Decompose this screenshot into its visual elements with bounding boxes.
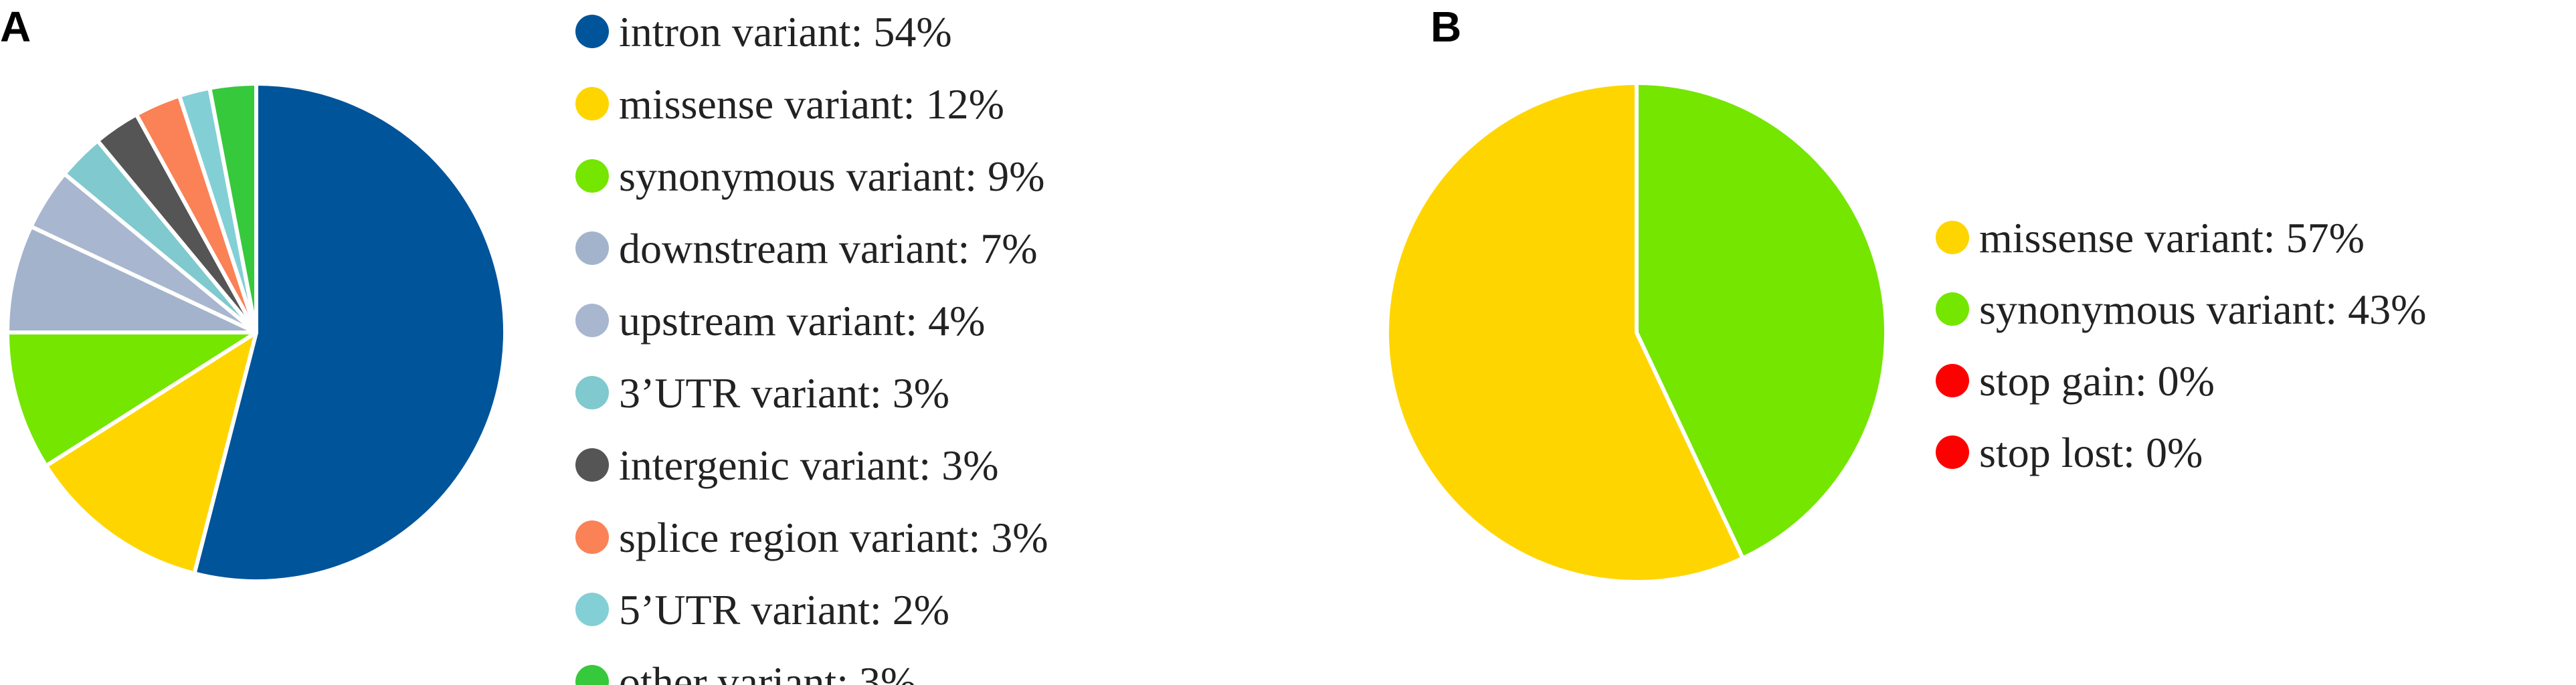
pie-a-slice-2	[5, 330, 258, 468]
panel-letter-a: A	[0, 3, 31, 51]
legend-b-label-0: missense variant: 57%	[1979, 214, 2365, 262]
pie-chart-a	[5, 82, 507, 583]
legend-a-marker-3	[575, 231, 609, 265]
legend-a-label-0: intron variant: 54%	[619, 8, 952, 56]
legend-a-marker-2	[575, 159, 609, 193]
legend-a-label-2: synonymous variant: 9%	[619, 153, 1044, 200]
pie-chart-b	[1385, 81, 1888, 584]
legend-a-marker-5	[575, 376, 609, 409]
panel-letter-b: B	[1431, 3, 1462, 51]
legend-a-marker-4	[575, 304, 609, 337]
legend-b: missense variant: 57% synonymous variant:…	[1936, 214, 2426, 476]
legend-a: intron variant: 54% missense variant: 12%…	[575, 8, 1048, 685]
legend-a-marker-6	[575, 448, 609, 482]
legend-b-marker-1	[1936, 292, 1969, 326]
legend-b-marker-0	[1936, 221, 1969, 254]
legend-a-label-6: intergenic variant: 3%	[619, 442, 999, 489]
legend-b-label-3: stop lost: 0%	[1979, 429, 2203, 476]
legend-a-marker-8	[575, 593, 609, 626]
pie-b-slice-1	[1635, 81, 1888, 561]
pie-a-slice-0	[192, 82, 507, 583]
legend-a-label-7: splice region variant: 3%	[619, 514, 1048, 561]
legend-a-marker-9	[575, 665, 609, 685]
legend-a-label-8: 5’UTR variant: 2%	[619, 586, 949, 633]
legend-b-label-1: synonymous variant: 43%	[1979, 286, 2426, 333]
legend-a-marker-0	[575, 15, 609, 48]
legend-a-label-5: 3’UTR variant: 3%	[619, 369, 949, 417]
legend-b-label-2: stop gain: 0%	[1979, 357, 2215, 405]
pie-b-slice-0	[1385, 81, 1745, 584]
legend-a-label-3: downstream variant: 7%	[619, 225, 1038, 272]
legend-a-marker-1	[575, 87, 609, 120]
legend-a-label-4: upstream variant: 4%	[619, 297, 985, 345]
pie-a-slice-1	[43, 330, 258, 576]
pie-a-slice-3	[5, 224, 258, 334]
pie-a-slice-9	[207, 82, 258, 334]
legend-a-label-9: other variant: 3%	[619, 658, 916, 685]
legend-b-marker-3	[1936, 435, 1969, 469]
legend-a-marker-7	[575, 520, 609, 554]
legend-a-label-1: missense variant: 12%	[619, 80, 1004, 128]
legend-b-marker-2	[1936, 364, 1969, 397]
